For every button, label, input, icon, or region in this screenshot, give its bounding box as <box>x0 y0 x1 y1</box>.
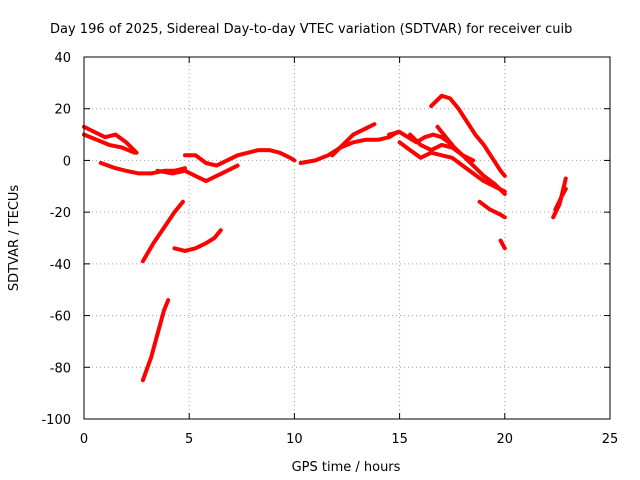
series-track-14 <box>429 93 507 178</box>
series-track-17 <box>498 238 507 251</box>
series-track-5 <box>183 148 297 168</box>
plot-frame <box>83 56 611 420</box>
series-track-6 <box>140 199 185 264</box>
series-track-12 <box>397 140 507 194</box>
series-track-10 <box>330 122 377 158</box>
x-tick-label: 10 <box>286 432 303 447</box>
y-axis-ticks: -100 -80 -60 -40 -20 0 20 40 <box>41 51 610 428</box>
x-tick-label: 25 <box>602 432 619 447</box>
y-tick-label: 0 <box>63 154 71 169</box>
chart-title: Day 196 of 2025, Sidereal Day-to-day VTE… <box>50 22 572 37</box>
x-axis-label: GPS time / hours <box>292 460 401 475</box>
x-tick-label: 5 <box>185 432 193 447</box>
y-tick-label: -40 <box>50 258 71 273</box>
data-series <box>82 93 568 383</box>
x-tick-label: 15 <box>391 432 408 447</box>
y-tick-label: 20 <box>54 103 71 118</box>
series-track-3 <box>98 161 187 176</box>
series-track-4 <box>155 163 240 184</box>
x-tick-label: 0 <box>80 432 88 447</box>
series-track-16 <box>477 199 507 220</box>
series-track-8 <box>172 228 223 253</box>
series-track-2 <box>82 132 137 155</box>
y-tick-label: -100 <box>41 413 71 428</box>
x-tick-label: 20 <box>497 432 514 447</box>
series-track-15 <box>435 124 476 163</box>
y-tick-label: -60 <box>50 310 71 325</box>
y-tick-label: -80 <box>50 361 71 376</box>
y-axis-label: SDTVAR / TECUs <box>7 185 22 292</box>
y-tick-label: -20 <box>50 206 71 221</box>
x-axis-ticks: 0 5 10 15 20 25 <box>80 57 618 447</box>
series-track-1 <box>82 124 139 155</box>
series-track-11 <box>387 130 455 147</box>
grid-lines <box>84 57 610 419</box>
series-track-19 <box>553 186 568 212</box>
y-tick-label: 40 <box>54 51 71 66</box>
series-track-7 <box>140 298 171 383</box>
series-track-9 <box>298 130 400 165</box>
